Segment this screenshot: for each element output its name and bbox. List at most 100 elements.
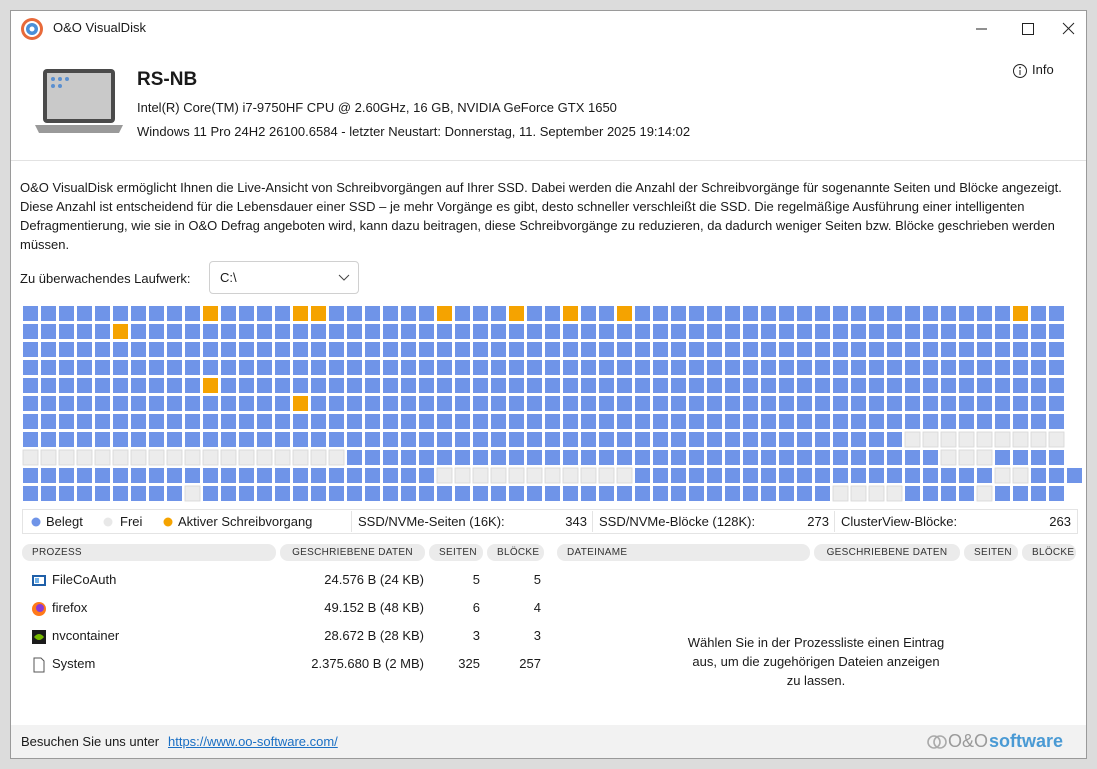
block bbox=[743, 342, 758, 357]
machine-hardware: Intel(R) Core(TM) i7-9750HF CPU @ 2.60GH… bbox=[137, 100, 617, 115]
footer-link[interactable]: https://www.oo-software.com/ bbox=[168, 734, 338, 749]
block bbox=[833, 342, 848, 357]
stat-value: 343 bbox=[565, 514, 587, 529]
block bbox=[886, 485, 903, 502]
block bbox=[311, 396, 326, 411]
block bbox=[23, 324, 38, 339]
block bbox=[743, 450, 758, 465]
info-button[interactable]: Info bbox=[1032, 62, 1054, 77]
block bbox=[365, 432, 380, 447]
block bbox=[815, 450, 830, 465]
block bbox=[581, 360, 596, 375]
block bbox=[329, 486, 344, 501]
block bbox=[491, 432, 506, 447]
info-icon[interactable] bbox=[1012, 63, 1028, 79]
block bbox=[221, 360, 236, 375]
block bbox=[797, 360, 812, 375]
machine-os: Windows 11 Pro 24H2 26100.6584 - letzter… bbox=[137, 124, 691, 139]
block bbox=[797, 432, 812, 447]
block bbox=[959, 342, 974, 357]
block bbox=[959, 378, 974, 393]
block bbox=[275, 396, 290, 411]
block bbox=[401, 306, 416, 321]
block bbox=[257, 432, 272, 447]
block bbox=[869, 342, 884, 357]
block bbox=[131, 378, 146, 393]
block bbox=[41, 486, 56, 501]
block bbox=[833, 324, 848, 339]
block bbox=[491, 324, 506, 339]
block bbox=[725, 324, 740, 339]
block bbox=[239, 432, 254, 447]
drive-select[interactable]: C:\ bbox=[209, 261, 359, 294]
block bbox=[994, 431, 1011, 448]
block bbox=[689, 378, 704, 393]
block bbox=[869, 414, 884, 429]
block bbox=[239, 396, 254, 411]
block bbox=[743, 396, 758, 411]
brand: software bbox=[989, 731, 1064, 751]
stat-label: SSD/NVMe-Seiten (16K): bbox=[358, 514, 505, 529]
block bbox=[437, 396, 452, 411]
block bbox=[976, 449, 993, 466]
block bbox=[473, 432, 488, 447]
block bbox=[59, 342, 74, 357]
block bbox=[545, 324, 560, 339]
block bbox=[292, 449, 309, 466]
block bbox=[329, 306, 344, 321]
block bbox=[851, 378, 866, 393]
block bbox=[1013, 486, 1028, 501]
block bbox=[419, 378, 434, 393]
block bbox=[869, 432, 884, 447]
block bbox=[545, 486, 560, 501]
block bbox=[149, 360, 164, 375]
block bbox=[815, 378, 830, 393]
block bbox=[113, 324, 128, 339]
block bbox=[779, 360, 794, 375]
block bbox=[779, 342, 794, 357]
block bbox=[347, 342, 362, 357]
block bbox=[725, 432, 740, 447]
block bbox=[869, 396, 884, 411]
block bbox=[113, 360, 128, 375]
block bbox=[545, 306, 560, 321]
column-header: SEITEN bbox=[964, 544, 1018, 561]
block bbox=[761, 342, 776, 357]
block bbox=[761, 468, 776, 483]
window-controls[interactable] bbox=[966, 15, 1086, 43]
block bbox=[329, 342, 344, 357]
block bbox=[23, 468, 38, 483]
block bbox=[365, 324, 380, 339]
block bbox=[77, 486, 92, 501]
block bbox=[167, 468, 182, 483]
block bbox=[653, 414, 668, 429]
block bbox=[581, 324, 596, 339]
block bbox=[599, 324, 614, 339]
block bbox=[977, 306, 992, 321]
block bbox=[167, 414, 182, 429]
block bbox=[293, 378, 308, 393]
block bbox=[167, 432, 182, 447]
block bbox=[941, 324, 956, 339]
block bbox=[761, 432, 776, 447]
block bbox=[761, 324, 776, 339]
block bbox=[617, 432, 632, 447]
block bbox=[365, 414, 380, 429]
block bbox=[869, 306, 884, 321]
block bbox=[599, 378, 614, 393]
block bbox=[707, 342, 722, 357]
block bbox=[868, 485, 885, 502]
block bbox=[689, 306, 704, 321]
block bbox=[203, 414, 218, 429]
block bbox=[203, 306, 218, 321]
block bbox=[833, 306, 848, 321]
blocks: 257 bbox=[519, 656, 541, 671]
block bbox=[707, 450, 722, 465]
block bbox=[581, 396, 596, 411]
block bbox=[41, 324, 56, 339]
block bbox=[347, 360, 362, 375]
block bbox=[149, 378, 164, 393]
block bbox=[779, 432, 794, 447]
block bbox=[329, 396, 344, 411]
legend-bar bbox=[22, 509, 1078, 534]
